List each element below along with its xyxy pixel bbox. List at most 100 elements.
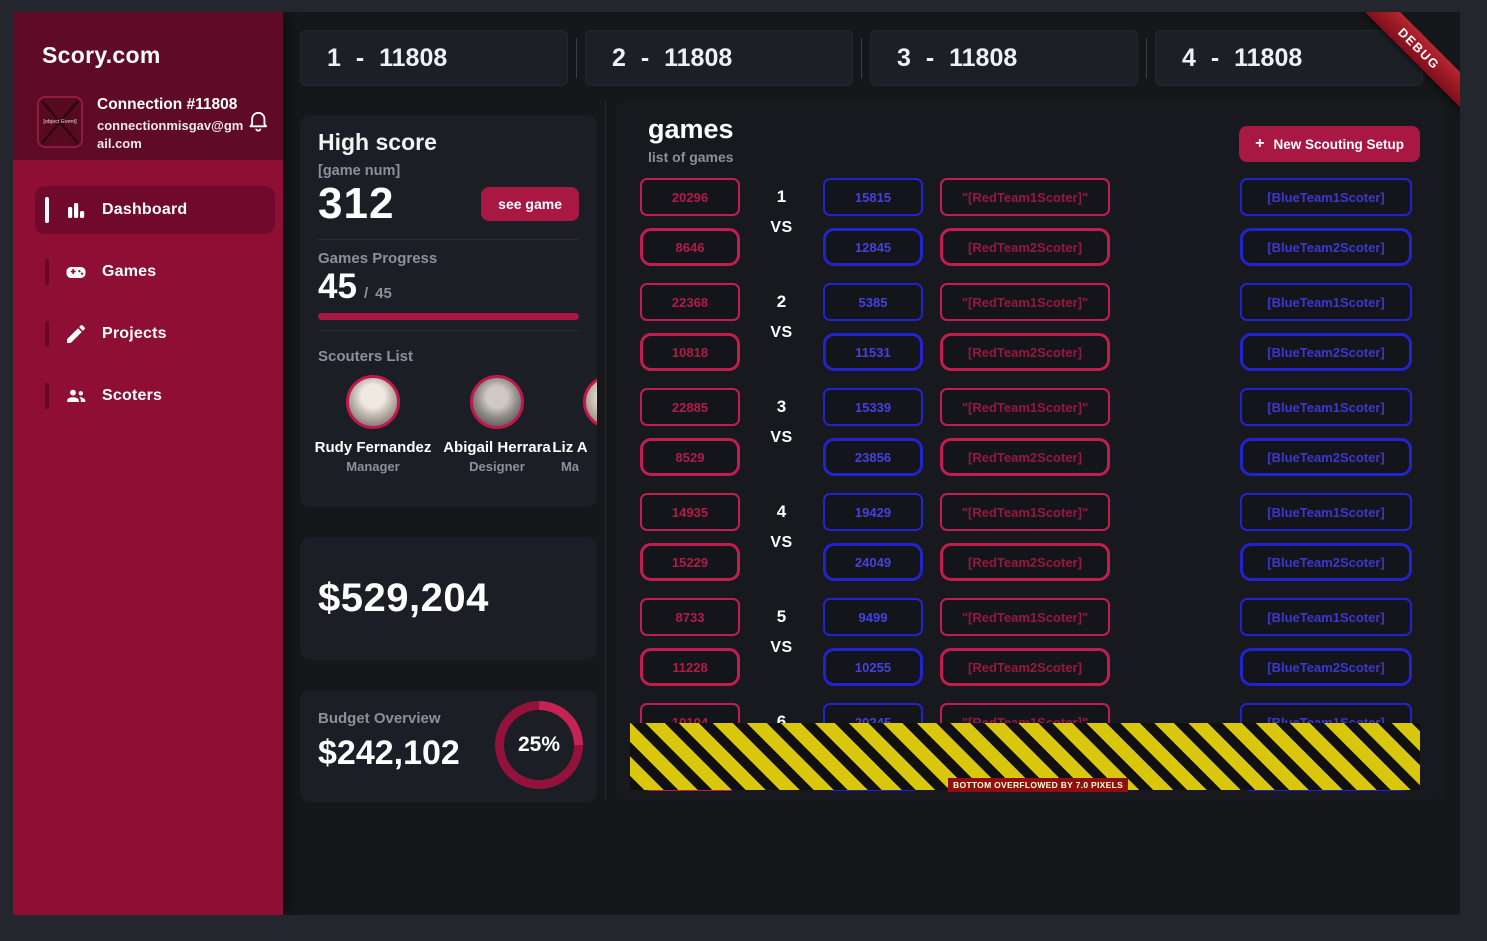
blue-score-box[interactable]: 15339 bbox=[823, 388, 923, 426]
red-team-box[interactable]: [RedTeam2Scoter] bbox=[940, 228, 1110, 266]
tab-4[interactable]: 4 - 11808 bbox=[1155, 30, 1423, 86]
blue-score-box-text: 24049 bbox=[854, 554, 892, 570]
tab-3[interactable]: 3 - 11808 bbox=[870, 30, 1138, 86]
games-panel-title: games bbox=[648, 114, 734, 144]
bar-chart-icon bbox=[64, 198, 88, 222]
red-score-box-text: 20296 bbox=[671, 189, 709, 205]
red-score-box[interactable]: 22368 bbox=[640, 283, 740, 321]
connection-title: Connection #11808 bbox=[97, 96, 238, 113]
blue-team-box[interactable]: [BlueTeam2Scoter] bbox=[1240, 333, 1412, 371]
blue-score-box-text: 12845 bbox=[854, 239, 892, 255]
red-score-box-text: 22885 bbox=[671, 399, 709, 415]
red-team-box-text: "[RedTeam1Scoter]" bbox=[961, 609, 1089, 625]
sidebar-item-dashboard[interactable]: Dashboard bbox=[35, 186, 275, 234]
red-score-box[interactable]: 14935 bbox=[640, 493, 740, 531]
red-team-box[interactable]: "[RedTeam1Scoter]" bbox=[940, 598, 1110, 636]
blue-score-box-text: 23856 bbox=[854, 449, 892, 465]
red-score-box[interactable]: 22885 bbox=[640, 388, 740, 426]
red-team-box[interactable]: "[RedTeam1Scoter]" bbox=[940, 388, 1110, 426]
red-team-box[interactable]: "[RedTeam1Scoter]" bbox=[940, 283, 1110, 321]
red-team-box[interactable]: "[RedTeam1Scoter]" bbox=[940, 493, 1110, 531]
sidebar-item-label: Projects bbox=[102, 325, 167, 342]
notifications-bell-icon[interactable] bbox=[246, 106, 271, 134]
budget-percent: 25% bbox=[504, 710, 574, 780]
connection-email: connectionmisgav@gmail.com bbox=[97, 118, 244, 151]
overflow-hazard-stripe: BOTTOM OVERFLOWED BY 7.0 PIXELS bbox=[630, 723, 1420, 792]
blue-score-box-text: 15815 bbox=[854, 189, 892, 205]
red-team-box[interactable]: [RedTeam2Scoter] bbox=[940, 438, 1110, 476]
blue-team-box[interactable]: [BlueTeam1Scoter] bbox=[1240, 283, 1412, 321]
blue-score-box-text: 5385 bbox=[858, 294, 888, 310]
blue-team-box[interactable]: [BlueTeam2Scoter] bbox=[1240, 228, 1412, 266]
broken-avatar-image: [object Event] bbox=[37, 96, 83, 148]
blue-team-box[interactable]: [BlueTeam1Scoter] bbox=[1240, 388, 1412, 426]
high-score-title: High score bbox=[318, 129, 437, 155]
blue-team-box[interactable]: [BlueTeam1Scoter] bbox=[1240, 178, 1412, 216]
blue-score-box[interactable]: 5385 bbox=[823, 283, 923, 321]
high-score-value: 312 bbox=[318, 179, 395, 228]
sidebar-header: Scory.com [object Event] Connection #118… bbox=[13, 12, 283, 160]
tab-2[interactable]: 2 - 11808 bbox=[585, 30, 853, 86]
red-team-box[interactable]: "[RedTeam1Scoter]" bbox=[940, 178, 1110, 216]
sidebar-item-projects[interactable]: Projects bbox=[35, 310, 275, 358]
blue-team-box[interactable]: [BlueTeam2Scoter] bbox=[1240, 648, 1412, 686]
scouter-name: Liz A bbox=[552, 439, 588, 456]
active-indicator bbox=[45, 383, 49, 409]
see-game-button[interactable]: see game bbox=[481, 187, 579, 221]
scouter-avatar bbox=[346, 375, 400, 429]
scouter-role: Ma bbox=[560, 459, 580, 474]
red-score-box-text: 8646 bbox=[675, 239, 705, 255]
red-team-box[interactable]: [RedTeam2Scoter] bbox=[940, 333, 1110, 371]
games-progress-separator: / bbox=[363, 285, 369, 302]
blue-team-box[interactable]: [BlueTeam1Scoter] bbox=[1240, 493, 1412, 531]
tab-1[interactable]: 1 - 11808 bbox=[300, 30, 568, 86]
game-row: 20296 8646 1 VS 15815 12845 "[RedTeam1Scoter]"… bbox=[640, 178, 1412, 266]
blue-score-box-text: 15339 bbox=[854, 399, 892, 415]
high-score-subtitle: [game num] bbox=[318, 163, 401, 179]
red-score-box[interactable]: 8529 bbox=[640, 438, 740, 476]
blue-team-box[interactable]: [BlueTeam1Scoter] bbox=[1240, 598, 1412, 636]
scouter-role: Designer bbox=[469, 459, 525, 474]
blue-team-box[interactable]: [BlueTeam2Scoter] bbox=[1240, 543, 1412, 581]
blue-score-box[interactable]: 11531 bbox=[823, 333, 923, 371]
red-score-box[interactable]: 15229 bbox=[640, 543, 740, 581]
red-team-box[interactable]: [RedTeam2Scoter] bbox=[940, 543, 1110, 581]
sidebar-item-games[interactable]: Games bbox=[35, 248, 275, 296]
red-score-box[interactable]: 8646 bbox=[640, 228, 740, 266]
blue-score-box[interactable]: 12845 bbox=[823, 228, 923, 266]
new-scouting-setup-button[interactable]: + New Scouting Setup bbox=[1239, 126, 1420, 162]
blue-score-box[interactable]: 23856 bbox=[823, 438, 923, 476]
sidebar-nav: Dashboard Games Projects Scoters bbox=[13, 160, 283, 420]
scouter-avatar bbox=[470, 375, 524, 429]
scouter-name: Abigail Herrara bbox=[443, 439, 551, 456]
blue-team-box[interactable]: [BlueTeam2Scoter] bbox=[1240, 438, 1412, 476]
blue-score-box[interactable]: 10255 bbox=[823, 648, 923, 686]
red-score-box[interactable]: 11228 bbox=[640, 648, 740, 686]
red-team-box[interactable]: [RedTeam2Scoter] bbox=[940, 648, 1110, 686]
gamepad-icon bbox=[64, 260, 88, 284]
scouter-avatar bbox=[583, 375, 597, 429]
game-row: 8733 11228 5 VS 9499 10255 "[RedTeam1Scoter]" [… bbox=[640, 598, 1412, 686]
game-number: 1 bbox=[776, 187, 787, 206]
blue-score-box[interactable]: 19429 bbox=[823, 493, 923, 531]
divider bbox=[318, 330, 579, 331]
overflow-warning-text: BOTTOM OVERFLOWED BY 7.0 PIXELS bbox=[948, 778, 1129, 792]
sidebar-item-scoters[interactable]: Scoters bbox=[35, 372, 275, 420]
tab-separator bbox=[576, 38, 577, 78]
red-score-box[interactable]: 10818 bbox=[640, 333, 740, 371]
games-panel-subtitle: list of games bbox=[648, 149, 734, 165]
blue-score-box[interactable]: 24049 bbox=[823, 543, 923, 581]
game-row: 14935 15229 4 VS 19429 24049 "[RedTeam1Scoter]… bbox=[640, 493, 1412, 581]
red-score-box[interactable]: 20296 bbox=[640, 178, 740, 216]
blue-score-box[interactable]: 15815 bbox=[823, 178, 923, 216]
game-row: 22368 10818 2 VS 5385 11531 "[RedTeam1Scoter]"… bbox=[640, 283, 1412, 371]
scouters-row: Rudy Fernandez Manager Abigail Herrara Desi… bbox=[300, 375, 597, 495]
scouter-member: Rudy Fernandez Manager bbox=[308, 375, 438, 474]
blue-team-box-text: [BlueTeam2Scoter] bbox=[1267, 344, 1385, 360]
red-score-box[interactable]: 8733 bbox=[640, 598, 740, 636]
divider bbox=[318, 239, 579, 240]
blue-score-box-text: 10255 bbox=[854, 659, 892, 675]
scouter-role: Manager bbox=[346, 459, 400, 474]
sidebar-item-label: Dashboard bbox=[102, 201, 188, 218]
blue-score-box[interactable]: 9499 bbox=[823, 598, 923, 636]
